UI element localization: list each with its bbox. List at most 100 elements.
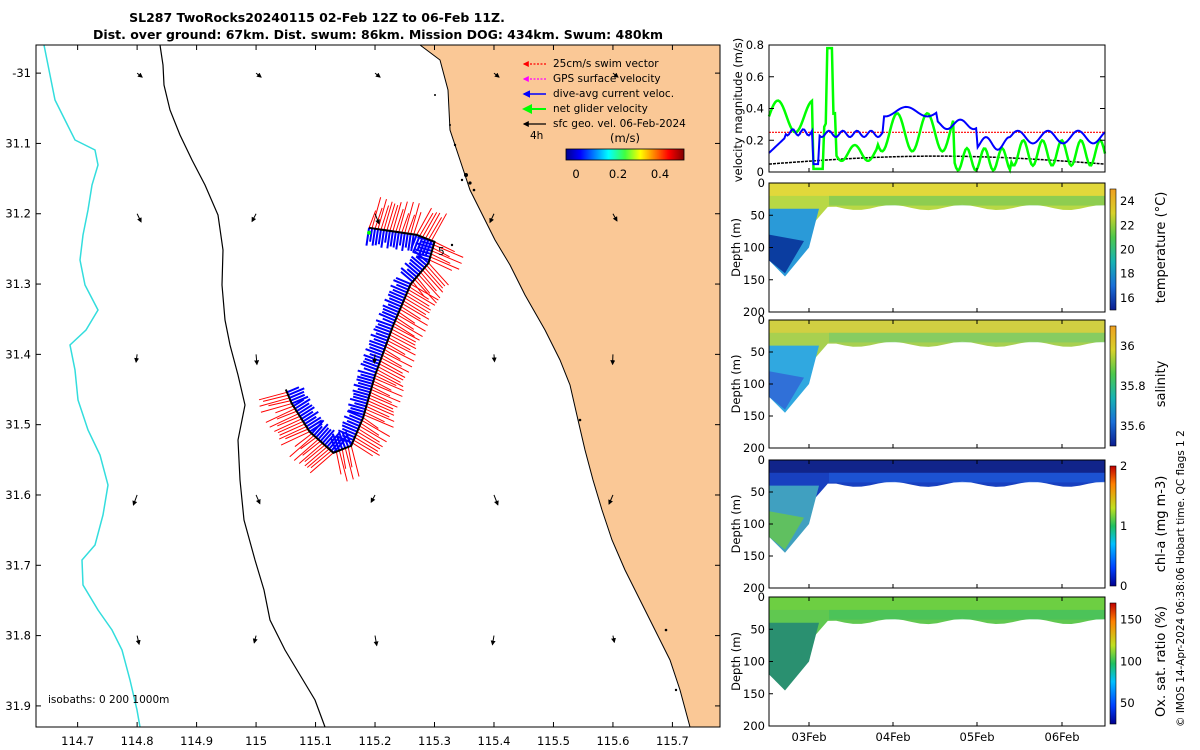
current-vector [375,325,392,333]
current-vector [296,402,310,413]
current-vector [400,271,414,283]
section-x-tick-label: 03Feb [792,730,827,744]
colorbar-tick-label: 35.6 [1120,419,1146,433]
section-x-tick-label: 05Feb [960,730,995,744]
swim-vector [410,203,420,235]
map-legend: 25cm/s swim vector GPS surface velocity … [522,58,686,181]
current-vector [286,386,300,394]
current-vector [330,437,344,452]
sfc-geo-vector [374,72,381,78]
swim-vector [398,201,408,233]
current-vector [365,227,371,246]
sfc-geo-vector [255,494,261,505]
swim-vector [356,431,383,448]
current-vector [354,402,367,408]
swim-vector [353,439,380,456]
current-vector [382,304,400,314]
swim-vector [381,357,410,373]
map-y-tick-label: 31.3 [5,277,31,291]
section-y-tick-label: 0 [758,313,765,327]
swim-vector [431,213,447,241]
swim-vector [418,274,441,299]
current-vector [380,229,385,248]
section-deepest-region [769,648,804,688]
velocity-panel: 0 0.2 0.4 0.6 0.8 velocity magnitude (m/s) [731,38,1107,183]
colorbar-tick-label: 50 [1120,696,1135,710]
current-vector [384,298,402,308]
current-vector [415,248,432,255]
swim-vector [370,391,392,403]
map-x-tick-label: 114.8 [121,734,154,748]
current-vector [357,375,374,383]
current-vector [374,228,379,246]
swim-vector [375,372,404,388]
sfc-geo-vector [370,494,376,503]
section-deepest-region [769,234,804,274]
current-vector [381,310,397,319]
current-vector [341,431,350,448]
current-vector [365,348,383,357]
swim-vector [412,281,425,298]
sfc-geo-vector [612,213,618,222]
swim-vector [298,442,323,464]
swim-vector [306,448,330,468]
swim-vector [344,447,354,480]
map-panel: -3131.131.231.331.431.531.631.731.831.9 … [5,44,721,748]
map-frame [35,44,721,728]
swim-vector [369,394,398,408]
sfc-geo-vector [490,635,496,646]
swim-vector [274,418,302,432]
swim-vector [366,405,390,418]
colorbar-tick-1: 0.2 [609,167,627,181]
colorbar-tick-label: 2 [1120,459,1127,473]
swim-vector [262,394,289,402]
current-vector [389,231,394,247]
current-vector [387,293,404,302]
swim-vector [277,415,301,427]
section-y-tick-label: 150 [743,409,765,423]
current-vector [352,395,369,402]
swim-vector [382,354,402,367]
current-vector [341,424,358,433]
velocity-ylabel: velocity magnitude (m/s) [731,38,745,183]
map-y-tick-label: 31.5 [5,418,31,432]
swim-vector [392,202,402,232]
current-vector [294,398,311,410]
current-vector [375,332,390,339]
current-vector [415,242,434,249]
swim-vector [390,331,416,346]
current-vector [350,407,365,413]
current-vector [315,423,329,439]
map-y-tick-label: 31.1 [5,136,31,150]
section-colorbar [1109,188,1117,311]
section-colorbar-label: salinity [1154,360,1169,407]
swim-vector [414,279,437,304]
track-label: 5 [438,246,445,258]
swim-vector [389,334,417,350]
map-y-tick-label: -31 [12,66,31,80]
colorbar-tick-label: 16 [1120,291,1135,305]
swim-vector [431,250,462,264]
current-vector [304,415,317,425]
sfc-geo-vector [135,635,141,646]
swim-vector [425,212,441,239]
swim-vector [422,269,444,293]
current-vector [414,250,430,264]
swim-vector [416,276,431,294]
colorbar-tick-label: 100 [1120,654,1142,668]
current-vector [368,342,385,351]
swim-vector [397,314,426,332]
current-vector [409,258,424,271]
sfc-geo-vector [254,354,260,366]
swim-vector [277,421,304,434]
legend-entry-3: dive-avg current veloc. [553,88,674,100]
isobath-1000m [43,44,141,728]
current-vector [356,378,373,385]
current-vector [346,410,364,419]
swim-vector [359,425,387,443]
map-x-tick-label: 115.6 [596,734,629,748]
section-y-tick-label: 100 [743,517,765,531]
sfc-geo-vector [608,494,614,505]
current-vector [410,234,415,252]
